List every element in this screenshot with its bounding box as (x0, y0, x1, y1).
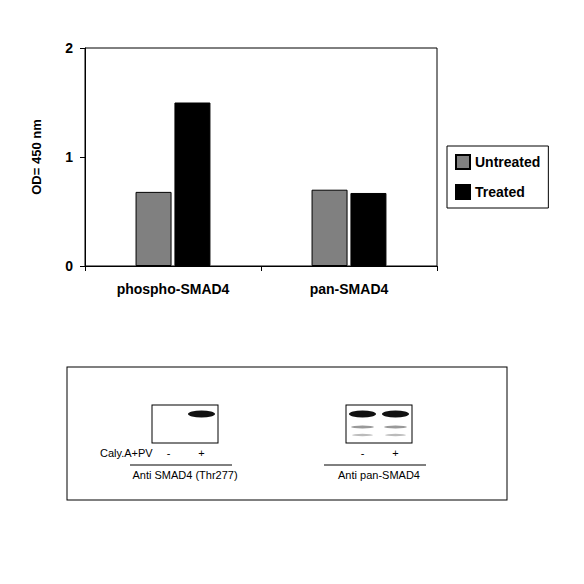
svg-text:0: 0 (65, 258, 73, 274)
svg-text:+: + (198, 447, 204, 459)
svg-text:-: - (361, 447, 365, 459)
svg-text:Treated: Treated (475, 184, 525, 200)
svg-text:+: + (392, 447, 398, 459)
svg-text:phospho-SMAD4: phospho-SMAD4 (117, 281, 230, 297)
svg-text:pan-SMAD4: pan-SMAD4 (310, 281, 389, 297)
svg-text:Caly.A+PV: Caly.A+PV (100, 447, 153, 459)
svg-text:-: - (167, 447, 171, 459)
svg-text:Anti SMAD4 (Thr277): Anti SMAD4 (Thr277) (132, 469, 237, 481)
svg-text:1: 1 (65, 149, 73, 165)
svg-text:Anti pan-SMAD4: Anti pan-SMAD4 (338, 469, 420, 481)
svg-text:2: 2 (65, 40, 73, 56)
svg-text:Untreated: Untreated (475, 154, 540, 170)
svg-text:OD= 450 nm: OD= 450 nm (29, 119, 44, 195)
